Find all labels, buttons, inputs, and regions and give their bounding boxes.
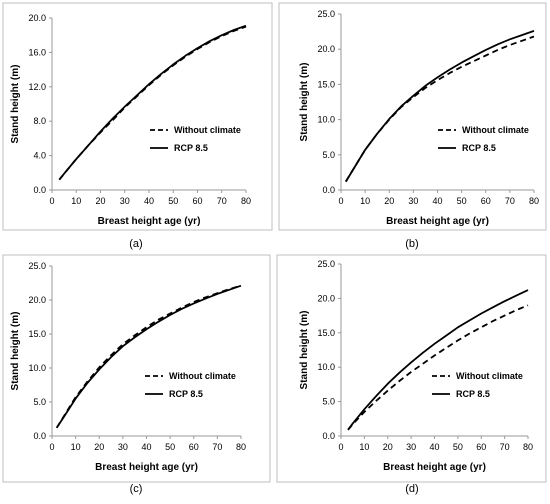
panel-4-x-tick-label: 10 — [359, 442, 369, 452]
panel-4-legend-label: Without climate — [456, 371, 523, 381]
panel-3-x-tick-label: 80 — [236, 442, 246, 452]
panel-1-legend-label: RCP 8.5 — [174, 143, 208, 153]
panel-3-x-tick-label: 10 — [71, 442, 81, 452]
panel-3-y-tick-label: 20.0 — [28, 295, 46, 305]
panel-4-legend-label: RCP 8.5 — [456, 389, 490, 399]
panel-2-y-tick-label: 10.0 — [317, 115, 335, 125]
panel-3-y-axis-label: Stand height (m) — [10, 312, 21, 391]
panel-4-frame — [276, 254, 547, 483]
panel-1-x-tick-label: 80 — [241, 196, 251, 206]
panel-1-series-without-climate-line — [58, 25, 247, 181]
panel-1-frame — [2, 2, 273, 231]
panel-2-x-tick-label: 30 — [408, 196, 418, 206]
panel-3-legend-label: RCP 8.5 — [169, 389, 203, 399]
panel-2-y-tick-label: 5.0 — [322, 150, 335, 160]
panel-4-y-tick-label: 25.0 — [317, 259, 335, 269]
panel-3-x-tick-label: 70 — [212, 442, 222, 452]
panel-1-x-tick-label: 70 — [217, 196, 227, 206]
panel-4-y-tick-label: 15.0 — [317, 328, 335, 338]
panel-4-x-tick-label: 60 — [476, 442, 486, 452]
panel-2-x-tick-label: 20 — [384, 196, 394, 206]
panel-3-x-tick-label: 40 — [141, 442, 151, 452]
panel-1-x-tick-label: 40 — [144, 196, 154, 206]
panel-2-y-tick-label: 0.0 — [322, 185, 335, 195]
panel-4-x-tick-label: 20 — [383, 442, 393, 452]
panel-4-y-axis-label: Stand height (m) — [299, 311, 310, 390]
panel-2-x-tick-label: 40 — [432, 196, 442, 206]
panel-2-x-tick-label: 80 — [529, 196, 539, 206]
panel-4-x-tick-label: 40 — [429, 442, 439, 452]
panel-2-x-tick-label: 60 — [481, 196, 491, 206]
panel-4-x-tick-label: 0 — [338, 442, 343, 452]
panel-3-x-axis-label: Breast height age (yr) — [95, 462, 198, 473]
panel-1-legend-label: Without climate — [174, 125, 241, 135]
panel-3-x-tick-label: 60 — [189, 442, 199, 452]
panel-4-y-tick-label: 10.0 — [317, 362, 335, 372]
panel-1-y-tick-label: 16.0 — [28, 47, 46, 57]
panel-3-series-without-climate-line — [55, 284, 242, 429]
panel-2-x-tick-label: 10 — [360, 196, 370, 206]
panel-1-y-tick-label: 20.0 — [28, 13, 46, 23]
panel-4-caption: (d) — [405, 483, 418, 495]
panel-2-legend-label: RCP 8.5 — [462, 143, 496, 153]
panel-1-y-tick-label: 12.0 — [28, 82, 46, 92]
panel-1-y-tick-label: 8.0 — [33, 116, 46, 126]
panel-3-y-tick-label: 5.0 — [33, 397, 46, 407]
panel-2-x-tick-label: 0 — [338, 196, 343, 206]
panel-2-legend-label: Without climate — [462, 125, 529, 135]
panel-2-series-rcp85-line — [345, 30, 535, 183]
panel-2-caption: (b) — [405, 238, 418, 250]
panel-4-x-tick-label: 50 — [453, 442, 463, 452]
panel-1-caption: (a) — [129, 238, 142, 250]
panel-4-y-tick-label: 0.0 — [322, 431, 335, 441]
panel-3-series-rcp85-line — [55, 284, 242, 429]
panel-4-x-tick-label: 80 — [523, 442, 533, 452]
panel-3-caption: (c) — [130, 483, 143, 495]
panel-3-y-tick-label: 0.0 — [33, 431, 46, 441]
panel-2-y-tick-label: 15.0 — [317, 79, 335, 89]
panel-3-legend-label: Without climate — [169, 371, 236, 381]
panel-1-x-tick-label: 0 — [49, 196, 54, 206]
panel-4-x-tick-label: 30 — [406, 442, 416, 452]
panel-3-y-tick-label: 10.0 — [28, 363, 46, 373]
panel-1-x-tick-label: 10 — [71, 196, 81, 206]
panel-3-x-tick-label: 50 — [165, 442, 175, 452]
panel-4-series-without-climate-line — [347, 304, 529, 431]
panel-3-frame — [2, 254, 271, 483]
panel-2-x-axis-label: Breast height age (yr) — [386, 216, 489, 227]
panel-1-y-axis-label: Stand height (m) — [10, 65, 21, 144]
panel-3-x-tick-label: 0 — [49, 442, 54, 452]
panel-3-y-tick-label: 25.0 — [28, 261, 46, 271]
panel-1-y-tick-label: 0.0 — [33, 185, 46, 195]
panel-4-series-rcp85-line — [347, 289, 529, 431]
panel-1-x-tick-label: 50 — [168, 196, 178, 206]
panel-2-y-tick-label: 25.0 — [317, 9, 335, 19]
panel-2-x-tick-label: 50 — [457, 196, 467, 206]
panel-2-y-axis-label: Stand height (m) — [299, 63, 310, 142]
panel-1-series-rcp85-line — [58, 24, 247, 181]
panel-1-x-tick-label: 60 — [192, 196, 202, 206]
panel-1-x-tick-label: 20 — [95, 196, 105, 206]
panel-4-y-tick-label: 5.0 — [322, 397, 335, 407]
panel-1-x-tick-label: 30 — [120, 196, 130, 206]
panel-4-y-tick-label: 20.0 — [317, 293, 335, 303]
panel-3-x-tick-label: 20 — [94, 442, 104, 452]
panel-2-x-tick-label: 70 — [505, 196, 515, 206]
panel-1-x-axis-label: Breast height age (yr) — [98, 216, 201, 227]
panel-3-x-tick-label: 30 — [118, 442, 128, 452]
panel-4-x-axis-label: Breast height age (yr) — [383, 462, 486, 473]
panel-3-y-tick-label: 15.0 — [28, 329, 46, 339]
panel-2-y-tick-label: 20.0 — [317, 44, 335, 54]
panel-4-x-tick-label: 70 — [500, 442, 510, 452]
panel-1-y-tick-label: 4.0 — [33, 151, 46, 161]
panel-2-frame — [278, 2, 547, 231]
panel-2-series-without-climate-line — [345, 35, 535, 183]
